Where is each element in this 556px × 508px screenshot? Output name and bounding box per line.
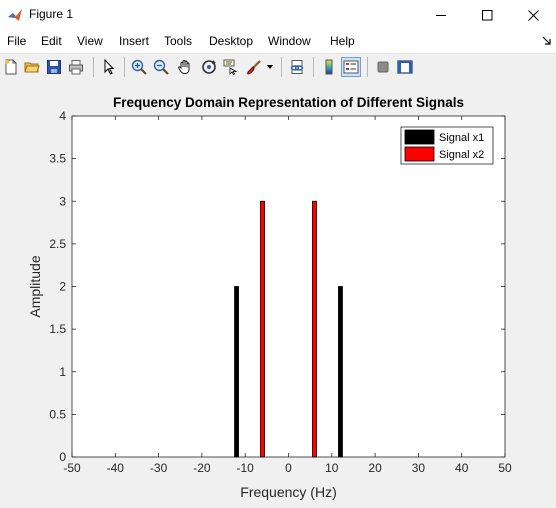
zoom-out-button[interactable] [151,57,171,77]
toolbar-separator [124,57,125,77]
brush-dropdown[interactable] [264,57,276,77]
matlab-logo-icon [8,9,22,21]
toolbar [0,53,556,84]
chart: -50 -40 -30 -20 -10 0 10 20 30 40 50 0 0.5 1 1.5 2 2.5 3 3… [27,95,512,500]
insert-legend-button[interactable] [341,57,361,77]
print-button[interactable] [66,57,86,77]
minimize-button[interactable] [418,0,464,30]
y-axis-label: Amplitude [27,255,43,317]
hide-plot-tools-icon [377,61,389,73]
maximize-button[interactable] [464,0,510,30]
x-tick-label: -40 [107,461,125,475]
pan-button[interactable] [175,57,195,77]
close-button[interactable] [510,0,556,30]
print-icon [69,60,83,75]
y-tick-label: 1 [59,365,66,379]
chart-title: Frequency Domain Representation of Diffe… [113,95,464,110]
legend-label: Signal x1 [439,132,484,144]
dock-arrow-icon[interactable] [542,36,552,46]
legend-swatch [404,146,435,162]
menu-file[interactable]: File [7,34,27,48]
show-plot-tools-icon [397,60,413,74]
zoom-in-button[interactable] [129,57,149,77]
zoom-out-icon [153,59,169,75]
menu-help[interactable]: Help [330,34,355,48]
x-tick-label: 50 [498,461,512,475]
window-title: Figure 1 [29,7,74,21]
menu-tools[interactable]: Tools [164,34,193,48]
show-plot-tools-button[interactable] [395,57,415,77]
rotate-3d-button[interactable] [199,57,219,77]
menu-window[interactable]: Window [268,34,311,48]
menu-view[interactable]: View [77,34,103,48]
select-arrow-button[interactable] [99,57,119,77]
chevron-down-icon [267,65,273,69]
pan-hand-icon [178,60,190,74]
y-tick-label: 0.5 [49,407,66,421]
legend-label: Signal x2 [439,149,484,161]
new-figure-icon [5,59,17,75]
legend[interactable]: Signal x1 Signal x2 [400,126,494,165]
x-tick-label: -10 [237,461,255,475]
brush-button[interactable] [244,57,264,77]
x-tick-label: 20 [368,461,382,475]
toolbar-separator [93,57,94,77]
axes-background [72,116,505,457]
open-file-button[interactable] [22,57,42,77]
data-cursor-icon [223,59,238,75]
x-tick-label: -20 [193,461,211,475]
save-button[interactable] [44,57,64,77]
title-bar: Figure 1 [0,0,556,30]
brush-icon [247,60,261,75]
x-tick-label: 0 [285,461,292,475]
rotate-3d-icon [202,60,216,74]
data-cursor-button[interactable] [221,57,241,77]
hide-plot-tools-button[interactable] [373,57,393,77]
x-tick-label: 10 [325,461,339,475]
y-tick-label: 1.5 [49,322,66,336]
y-tick-label: 4 [59,109,66,123]
y-tick-label: 2.5 [49,237,66,251]
y-tick-label: 0 [59,450,66,464]
bar-2-1 [260,200,265,458]
y-tick-label: 3 [59,194,66,208]
zoom-in-icon [131,59,147,75]
bar-1-1 [234,286,239,458]
toolbar-separator [367,57,368,77]
bar-1-2 [338,286,343,458]
save-icon [47,60,61,74]
link-plot-icon [290,60,304,74]
y-tick-label: 2 [59,280,66,294]
toolbar-separator [281,57,282,77]
x-tick-label: 40 [455,461,469,475]
link-plot-button[interactable] [287,57,307,77]
toolbar-separator [313,57,314,77]
close-icon [527,9,539,21]
insert-colorbar-button[interactable] [319,57,339,77]
colorbar-icon [325,59,333,75]
new-figure-button[interactable] [1,57,21,77]
minimize-icon [435,14,446,16]
bar-2-2 [312,200,317,458]
y-tick-label: 3.5 [49,152,66,166]
menu-insert[interactable]: Insert [119,34,150,48]
x-tick-label: -50 [63,461,81,475]
x-axis-label: Frequency (Hz) [240,484,336,500]
menu-bar [0,30,556,53]
figure-canvas: -50 -40 -30 -20 -10 0 10 20 30 40 50 0 0.5 1 1.5 2 2.5 3 3… [0,83,556,503]
menu-desktop[interactable]: Desktop [209,34,254,48]
menu-edit[interactable]: Edit [41,34,62,48]
legend-icon [343,60,359,74]
select-arrow-icon [104,59,115,75]
maximize-icon [481,9,492,20]
x-tick-label: 30 [412,461,426,475]
open-file-icon [24,62,40,73]
legend-swatch [404,129,435,145]
x-tick-label: -30 [150,461,168,475]
